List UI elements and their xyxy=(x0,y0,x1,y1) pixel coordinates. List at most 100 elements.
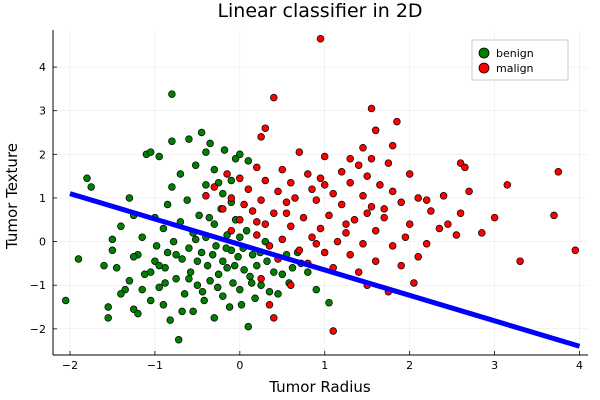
benign-point xyxy=(225,303,234,311)
malign-point xyxy=(465,187,473,196)
benign-point xyxy=(178,307,186,316)
benign-point xyxy=(125,277,134,285)
benign-point xyxy=(176,170,185,178)
malign-point xyxy=(265,301,274,309)
malign-point xyxy=(312,196,321,204)
malign-point xyxy=(354,268,363,276)
benign-point xyxy=(197,248,206,257)
benign-point xyxy=(288,264,297,272)
malign-point xyxy=(261,124,270,132)
benign-point xyxy=(138,285,146,294)
malign-point xyxy=(329,327,337,335)
malign-point xyxy=(380,213,388,222)
malign-point xyxy=(270,209,278,217)
benign-point xyxy=(257,281,265,289)
benign-point xyxy=(189,307,197,316)
benign-point xyxy=(193,281,202,289)
malign-point xyxy=(282,209,291,217)
malign-point xyxy=(422,240,431,248)
x-tick-label: 1 xyxy=(321,359,328,372)
y-tick-label: 0 xyxy=(39,236,46,249)
malign-point xyxy=(261,176,270,185)
malign-point xyxy=(346,250,354,259)
decision-line xyxy=(69,191,581,349)
malign-point xyxy=(342,220,350,228)
benign-point xyxy=(191,235,200,244)
benign-point xyxy=(159,224,168,233)
benign-point xyxy=(206,277,214,285)
malign-point xyxy=(219,205,227,213)
x-tick-label: 2 xyxy=(406,359,413,372)
malign-point xyxy=(363,172,371,180)
malign-point xyxy=(253,218,261,226)
benign-point xyxy=(234,253,242,261)
data-points xyxy=(61,34,580,344)
malign-point xyxy=(274,187,282,196)
benign-point xyxy=(185,274,193,283)
benign-point xyxy=(222,244,230,252)
legend-marker-malign xyxy=(478,62,490,74)
malign-point xyxy=(456,209,465,217)
malign-point xyxy=(376,181,384,189)
benign-point xyxy=(183,196,191,204)
chart-title: Linear classifier in 2D xyxy=(217,0,422,22)
malign-point xyxy=(304,170,312,178)
benign-point xyxy=(61,296,70,305)
benign-point xyxy=(236,233,244,241)
malign-point xyxy=(393,117,401,126)
malign-point xyxy=(287,281,295,289)
benign-point xyxy=(198,287,207,296)
benign-point xyxy=(229,279,237,287)
malign-point xyxy=(299,213,308,222)
malign-point xyxy=(337,168,346,176)
benign-point xyxy=(168,183,176,191)
malign-point xyxy=(316,34,325,43)
x-tick-label: 3 xyxy=(491,359,498,372)
malign-point xyxy=(325,211,333,220)
malign-point xyxy=(397,198,405,207)
malign-point xyxy=(490,213,499,222)
benign-point xyxy=(325,298,333,307)
axes: −2 −1 0 1 2 3 4 −2 −1 0 1 2 3 4 xyxy=(30,30,588,372)
malign-point xyxy=(316,174,325,183)
malign-point xyxy=(414,194,422,202)
benign-point xyxy=(163,200,172,209)
benign-point xyxy=(112,264,121,272)
benign-point xyxy=(172,274,180,283)
malign-point xyxy=(346,178,354,187)
malign-point xyxy=(401,233,410,241)
x-tick-label: 4 xyxy=(576,359,583,372)
malign-point xyxy=(342,229,350,237)
benign-point xyxy=(203,261,212,270)
x-tick-label: −1 xyxy=(147,359,163,372)
y-tick-label: 3 xyxy=(39,105,46,118)
malign-point xyxy=(329,189,337,198)
malign-point xyxy=(422,196,431,204)
malign-point xyxy=(410,279,418,287)
malign-point xyxy=(337,200,346,209)
x-axis-label: Tumor Radius xyxy=(268,378,371,396)
malign-point xyxy=(253,231,261,239)
malign-point xyxy=(278,165,287,174)
malign-point xyxy=(227,226,236,235)
malign-point xyxy=(320,181,329,189)
benign-point xyxy=(195,211,203,220)
benign-point xyxy=(219,189,227,198)
malign-point xyxy=(346,154,354,163)
benign-point xyxy=(227,176,236,185)
malign-point xyxy=(554,168,563,176)
benign-point xyxy=(248,250,257,259)
benign-point xyxy=(117,290,125,298)
malign-point xyxy=(435,224,444,233)
benign-point xyxy=(83,174,91,183)
benign-point xyxy=(219,257,227,265)
malign-point xyxy=(380,205,388,213)
malign-point xyxy=(257,196,265,204)
benign-point xyxy=(274,290,282,298)
malign-point xyxy=(359,144,367,152)
benign-point xyxy=(251,294,259,303)
legend-label-benign: benign xyxy=(496,47,534,60)
malign-point xyxy=(287,222,295,231)
malign-point xyxy=(367,104,376,113)
malign-point xyxy=(371,226,380,235)
